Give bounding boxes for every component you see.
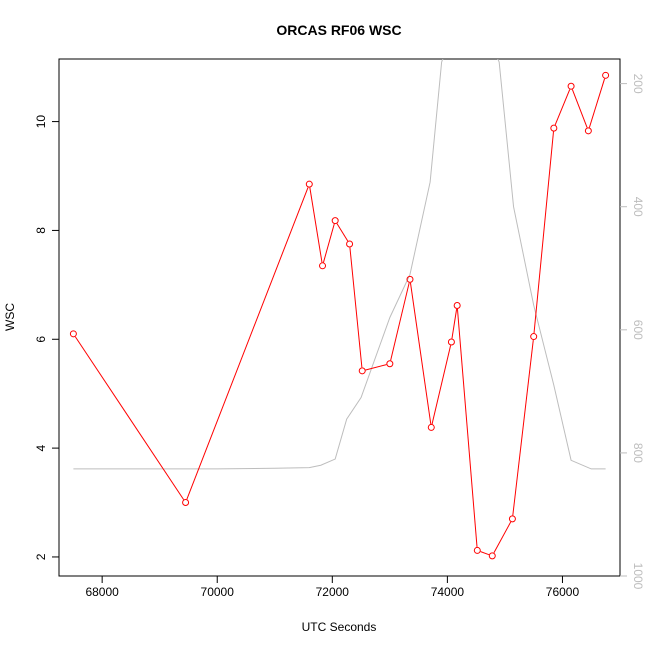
wsc-point	[567, 82, 575, 90]
wsc-point	[331, 217, 339, 225]
series	[69, 59, 610, 560]
wsc-point	[453, 302, 461, 310]
chart-title: ORCAS RF06 WSC	[276, 22, 401, 38]
wsc-point	[406, 275, 414, 283]
wsc-point	[305, 180, 313, 188]
x-tick-label: 74000	[431, 585, 465, 599]
x-tick-label: 68000	[85, 585, 119, 599]
wsc-point	[346, 240, 354, 248]
y-tick-label: 2	[34, 553, 48, 560]
wsc-line-segment	[493, 521, 512, 554]
wsc-point	[386, 360, 394, 368]
wsc-point	[508, 515, 516, 523]
wsc-line-segment	[451, 308, 458, 339]
wsc-point	[530, 333, 538, 341]
wsc-point	[319, 262, 327, 270]
y2-tick-label: 200	[631, 74, 645, 94]
wsc-line-segment	[480, 551, 490, 556]
wsc-point	[69, 330, 77, 338]
y2-tick-label: 800	[631, 443, 645, 463]
wsc-line-segment	[390, 282, 410, 361]
wsc-line-segment	[309, 187, 323, 263]
wsc-point	[473, 546, 481, 554]
plot-frame	[58, 58, 621, 577]
wsc-point	[427, 423, 435, 431]
wsc-line-segment	[431, 345, 452, 425]
y-tick-label: 4	[34, 444, 48, 451]
wsc-point	[488, 552, 496, 560]
wsc-line-segment	[349, 247, 363, 368]
wsc-point	[550, 124, 558, 132]
wsc-point	[584, 127, 592, 135]
x-tick-label: 70000	[201, 585, 235, 599]
wsc-line-segment	[554, 89, 571, 126]
y-axis-label: WSC	[3, 303, 17, 331]
wsc-line-segment	[74, 336, 185, 500]
wsc-line-segment	[571, 89, 588, 128]
x-axis-label: UTC Seconds	[302, 620, 377, 634]
wsc-point	[447, 338, 455, 346]
x-tick-label: 72000	[316, 585, 350, 599]
wsc-point	[358, 367, 366, 375]
axes: 68000 70000 72000 74000 76000 2 4 6 8 10 200 400 600…	[34, 74, 645, 599]
wsc-point	[602, 71, 610, 79]
y-tick-label: 8	[34, 227, 48, 234]
wsc-line-segment	[365, 364, 387, 371]
y2-tick-label: 600	[631, 320, 645, 340]
y2-tick-label: 400	[631, 197, 645, 217]
wsc-line-segment	[322, 223, 335, 263]
wsc-line-segment	[186, 187, 309, 500]
wsc-line-segment	[336, 223, 349, 242]
wsc-line-segment	[456, 308, 478, 547]
altitude-line	[73, 59, 606, 470]
y2-tick-label: 1000	[631, 563, 645, 590]
y-tick-label: 6	[34, 336, 48, 343]
x-tick-label: 76000	[546, 585, 580, 599]
wsc-point	[182, 499, 190, 507]
wsc-line-segment	[512, 339, 534, 516]
wsc-line-segment	[533, 131, 554, 334]
wsc-line-segment	[409, 282, 432, 425]
wsc-line-segment	[588, 78, 606, 128]
y-tick-label: 10	[34, 115, 48, 129]
